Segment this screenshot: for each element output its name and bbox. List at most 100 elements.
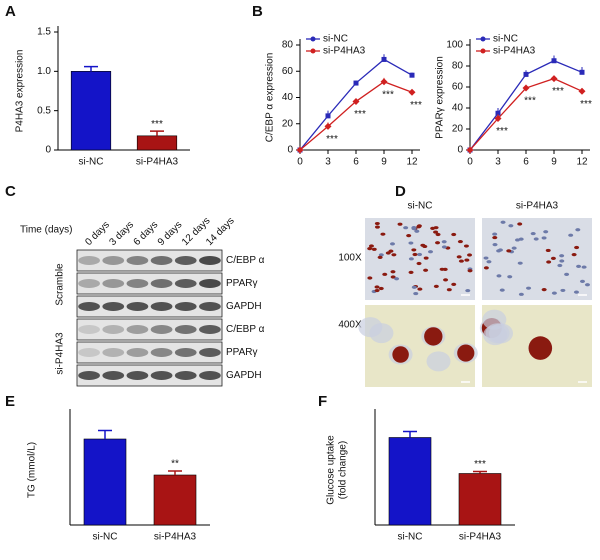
blot-strip bbox=[76, 318, 223, 341]
point bbox=[352, 97, 360, 105]
y-tick-label: 20 bbox=[452, 124, 464, 135]
cell bbox=[390, 275, 396, 279]
cell bbox=[457, 239, 463, 244]
cell bbox=[492, 242, 498, 247]
cell bbox=[380, 232, 386, 236]
micrograph bbox=[365, 218, 475, 300]
blot-band bbox=[78, 279, 100, 288]
cell bbox=[446, 288, 452, 292]
cell bbox=[559, 259, 565, 263]
cell bbox=[433, 284, 439, 288]
panel-label: D bbox=[395, 183, 406, 200]
x-tick-label: si-NC bbox=[93, 532, 118, 543]
blot-band bbox=[199, 256, 221, 265]
cell bbox=[391, 253, 397, 257]
point bbox=[550, 75, 558, 83]
blot-band bbox=[102, 279, 125, 288]
bar bbox=[83, 438, 127, 526]
panel-label: A bbox=[5, 3, 16, 20]
row-label: 400X bbox=[338, 320, 362, 331]
lipid bbox=[392, 346, 409, 363]
column-label: si-P4HA3 bbox=[516, 201, 559, 212]
y-tick-label: 60 bbox=[452, 82, 464, 93]
point bbox=[579, 69, 585, 75]
cell bbox=[403, 226, 409, 230]
lane-label: 9 days bbox=[156, 219, 185, 248]
bar bbox=[70, 71, 112, 151]
blot-band bbox=[199, 325, 221, 334]
point bbox=[409, 72, 415, 78]
blot-strip bbox=[76, 341, 223, 364]
x-tick-label: 0 bbox=[467, 157, 473, 168]
cell bbox=[533, 237, 539, 241]
cell bbox=[371, 247, 377, 251]
bar bbox=[136, 135, 178, 151]
x-tick-label: 0 bbox=[297, 157, 303, 168]
cell bbox=[584, 283, 590, 287]
cell bbox=[500, 220, 506, 224]
cell bbox=[408, 241, 414, 245]
cell bbox=[428, 250, 434, 254]
cell bbox=[367, 247, 373, 251]
band-label: GAPDH bbox=[226, 370, 262, 381]
cell bbox=[508, 224, 514, 228]
cell bbox=[492, 232, 498, 236]
row-label: 100X bbox=[338, 253, 362, 264]
y-axis-label: (fold change) bbox=[338, 441, 349, 499]
cell bbox=[451, 232, 457, 237]
point bbox=[551, 58, 557, 64]
blot-band bbox=[126, 279, 149, 288]
micrograph bbox=[365, 305, 475, 387]
cell bbox=[417, 287, 423, 291]
blot-band bbox=[150, 256, 173, 265]
x-tick-label: 6 bbox=[353, 157, 359, 168]
y-axis-label: PPARγ expression bbox=[435, 56, 446, 139]
group-label: Scramble bbox=[55, 263, 66, 306]
legend-label: si-P4HA3 bbox=[493, 46, 536, 57]
point bbox=[325, 113, 331, 119]
cell bbox=[464, 258, 470, 262]
cell bbox=[517, 261, 523, 265]
group-label: si-P4HA3 bbox=[55, 332, 66, 375]
cell bbox=[541, 236, 547, 240]
significance: *** bbox=[474, 459, 486, 470]
micrograph bbox=[482, 218, 592, 300]
blot-band bbox=[150, 348, 173, 357]
cell bbox=[420, 243, 426, 247]
y-tick-label: 80 bbox=[452, 61, 464, 72]
cell bbox=[411, 248, 417, 252]
point bbox=[353, 80, 359, 86]
cell bbox=[526, 286, 532, 290]
blot-band bbox=[78, 371, 100, 380]
blot-band bbox=[199, 302, 221, 311]
blot-strip bbox=[76, 364, 223, 387]
cell bbox=[388, 249, 394, 253]
legend-label: si-NC bbox=[493, 34, 518, 45]
blot-band bbox=[174, 348, 197, 357]
significance: *** bbox=[552, 86, 564, 97]
y-tick-label: 80 bbox=[282, 40, 294, 51]
point bbox=[494, 115, 502, 122]
y-tick-label: 40 bbox=[282, 92, 294, 103]
cell bbox=[423, 256, 429, 260]
band-label: C/EBP α bbox=[226, 324, 265, 335]
cell bbox=[408, 270, 414, 274]
cell bbox=[368, 244, 374, 248]
point bbox=[495, 110, 501, 116]
bar bbox=[388, 437, 432, 526]
point bbox=[381, 56, 387, 62]
cell bbox=[483, 256, 489, 260]
cell bbox=[568, 233, 574, 237]
blot-band bbox=[150, 325, 173, 334]
cell bbox=[378, 253, 384, 257]
cell bbox=[545, 248, 551, 253]
point bbox=[466, 146, 474, 154]
time-label: Time (days) bbox=[20, 225, 72, 236]
y-tick-label: 20 bbox=[282, 118, 294, 129]
point bbox=[324, 122, 332, 130]
cell bbox=[389, 242, 395, 246]
cell bbox=[412, 252, 418, 257]
significance: *** bbox=[354, 109, 366, 120]
cell bbox=[367, 276, 373, 280]
